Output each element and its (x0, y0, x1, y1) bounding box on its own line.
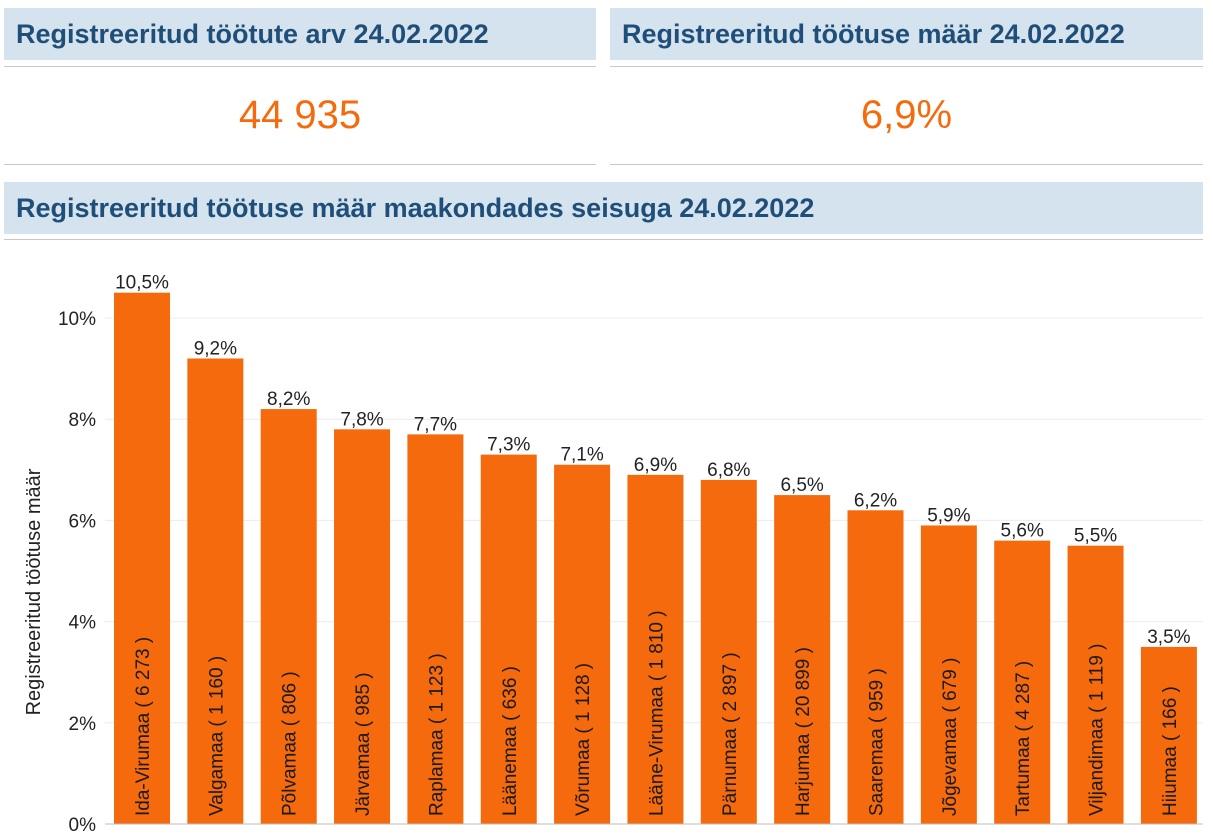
category-label: Põlvamaa ( 806 ) (280, 671, 301, 816)
bar (407, 434, 464, 824)
kpi-rate-title: Registreeritud töötuse määr 24.02.2022 (610, 8, 1203, 60)
category-label: Tartumaa ( 4 287 ) (1013, 661, 1034, 816)
kpi-rate-divider-top (610, 66, 1203, 67)
bar (1140, 646, 1197, 824)
bar-value-label: 5,9% (927, 505, 970, 526)
category-label: Jõgevamaa ( 679 ) (940, 658, 961, 816)
bar (994, 540, 1051, 824)
bar-value-label: 10,5% (115, 273, 169, 294)
bar-value-label: 7,1% (560, 445, 603, 466)
category-label: Lääne-Virumaa ( 1 810 ) (646, 610, 667, 816)
bar (114, 292, 170, 824)
bar (774, 495, 831, 824)
category-label: Raplamaa ( 1 123 ) (426, 653, 447, 816)
y-tick-label: 8% (69, 410, 97, 431)
bar (1067, 545, 1124, 824)
bar-value-label: 7,7% (414, 414, 457, 435)
category-label: Valgamaa ( 1 160 ) (206, 656, 227, 816)
bars: 10,5% Ida-Virumaa ( 6 273 ) 9,2% Valgamaa (… (114, 273, 1197, 824)
bar-value-label: 8,2% (267, 389, 310, 410)
bar (334, 429, 391, 824)
bar (700, 479, 757, 824)
y-tick-label: 10% (58, 309, 96, 330)
bar-value-label: 6,8% (707, 460, 750, 481)
bar-value-label: 7,3% (487, 435, 530, 456)
category-label: Viljandimaa ( 1 119 ) (1087, 643, 1108, 816)
bar-value-label: 5,6% (1001, 521, 1044, 542)
kpi-count-value: 44 935 (238, 93, 362, 137)
category-label: Läänemaa ( 636 ) (500, 666, 521, 816)
bar-value-label: 6,2% (854, 490, 897, 511)
bar-value-label: 7,8% (340, 409, 383, 430)
kpi-count-title: Registreeritud töötute arv 24.02.2022 (4, 8, 596, 60)
y-axis-label: Registreeritud töötuse määr (23, 468, 45, 715)
kpi-rate-value: 6,9% (860, 93, 953, 137)
kpi-count-divider-bottom (4, 164, 596, 165)
bar-value-label: 9,2% (194, 338, 237, 359)
bar-value-label: 6,5% (780, 475, 823, 496)
bar (847, 510, 904, 824)
bar (920, 525, 977, 824)
y-tick-label: 4% (69, 613, 97, 634)
kpi-count-divider-top (4, 66, 596, 67)
y-tick-label: 2% (69, 714, 97, 735)
chart-panel-divider (4, 239, 1203, 240)
category-label: Võrumaa ( 1 128 ) (573, 663, 594, 816)
category-label: Harjumaa ( 20 899 ) (793, 647, 814, 816)
bar (627, 474, 684, 824)
y-tick-label: 0% (69, 815, 97, 834)
category-label: Pärnumaa ( 2 897 ) (720, 652, 741, 816)
axes: 0% 2% 4% 6% 8% 10% Registreeritud töötuse määr (23, 309, 1203, 834)
bar-value-label: 6,9% (634, 455, 677, 476)
bar (260, 409, 317, 824)
category-label: Saaremaa ( 959 ) (867, 668, 888, 816)
category-label: Järvamaa ( 985 ) (353, 672, 374, 816)
bar (480, 454, 537, 824)
y-tick-label: 6% (69, 511, 97, 532)
category-label: Hiiumaa ( 166 ) (1160, 686, 1181, 816)
bar-value-label: 3,5% (1147, 627, 1190, 648)
bar-chart: 10,5% Ida-Virumaa ( 6 273 ) 9,2% Valgamaa (… (23, 273, 1203, 834)
kpi-rate-divider-bottom (610, 164, 1203, 165)
bar (554, 464, 611, 824)
bar (187, 358, 244, 824)
bar-value-label: 5,5% (1074, 526, 1117, 547)
category-label: Ida-Virumaa ( 6 273 ) (133, 637, 154, 816)
chart-panel-title: Registreeritud töötuse määr maakondades … (4, 182, 1203, 234)
